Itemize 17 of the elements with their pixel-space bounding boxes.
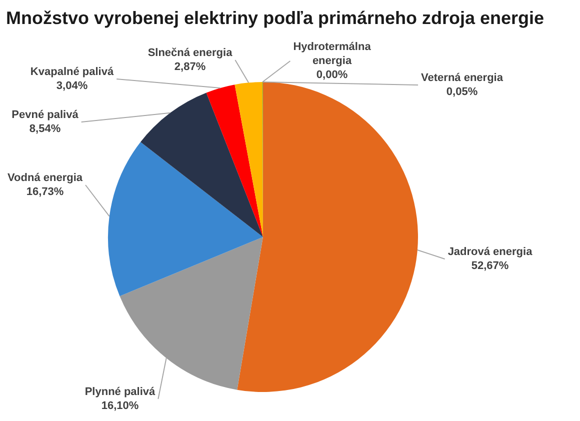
category-label: Hydrotermálna energia (293, 41, 371, 68)
data-label: 8,54% (29, 123, 61, 136)
slice-label: Kvapalné palivá (30, 66, 114, 78)
data-label: 3,04% (56, 80, 88, 92)
slice-label: Pevné palivá (12, 109, 80, 122)
slice-label: Veterná energia (421, 72, 504, 84)
text: 0,00% (316, 69, 348, 82)
slice-label: Slnečná energia (148, 47, 234, 60)
data-label: 16,10% (101, 400, 139, 412)
chart-title: Množstvo vyrobenej elektriny podľa primárneho zdroja energie (6, 8, 544, 29)
slice-label: Jadrová energia (448, 246, 534, 258)
data-label: 52,67% (471, 260, 509, 272)
data-label: 16,73% (26, 186, 64, 198)
slice-label: Vodná energia (8, 172, 84, 184)
data-label: 0,05% (446, 86, 478, 98)
data-label: 2,87% (174, 61, 206, 74)
slice-label: Plynné palivá (84, 386, 156, 398)
